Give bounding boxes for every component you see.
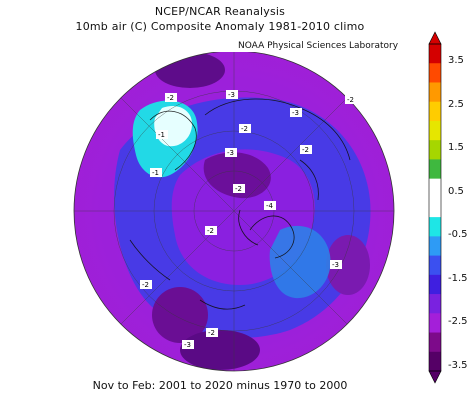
colorbar-segment	[429, 44, 441, 64]
map-label: -3	[228, 91, 235, 99]
colorbar-segment	[429, 313, 441, 334]
map-label: -2	[302, 146, 309, 154]
colorbar-segment	[429, 351, 441, 372]
map-label: -2	[347, 96, 354, 104]
colorbar-segment	[429, 82, 441, 103]
credit-logo-box	[213, 40, 235, 51]
colorbar-segment	[429, 255, 441, 276]
map-label: -2	[235, 185, 242, 193]
colorbar-segment	[429, 140, 441, 160]
colorbar	[428, 31, 442, 384]
map-label: -3	[227, 149, 234, 157]
map-label: -3	[292, 109, 299, 117]
map-label: -3	[184, 341, 191, 349]
map-label: -1	[152, 169, 159, 177]
map-label: -2	[208, 329, 215, 337]
colorbar-tick-label: 3.5	[448, 55, 464, 66]
colorbar-segment	[429, 197, 441, 218]
colorbar-segment	[429, 178, 441, 199]
colorbar-tick-label: 2.5	[448, 98, 464, 110]
credit-text: NOAA Physical Sciences Laboratory	[238, 41, 399, 51]
map-label: -2	[167, 94, 174, 102]
colorbar-segment	[429, 63, 441, 83]
title-line-2: 10mb air (C) Composite Anomaly 1981-2010…	[75, 20, 365, 33]
colorbar-tick-label: -3.5	[448, 360, 468, 371]
map-label: -3	[332, 261, 339, 269]
colorbar-segment	[429, 217, 441, 237]
colorbar-tick-label: -1.5	[448, 272, 468, 284]
coastlines	[129, 98, 351, 310]
colorbar-segment	[429, 332, 441, 353]
colorbar-tick-label: -2.5	[448, 316, 468, 328]
colorbar-tick-label: 1.5	[448, 142, 464, 154]
map-label: -1	[158, 131, 165, 139]
anomaly-region-minus3-south	[180, 330, 260, 370]
colorbar-segment	[429, 274, 441, 295]
anomaly-region-minus3-east	[326, 235, 370, 295]
title-line-1: NCEP/NCAR Reanalysis	[154, 5, 286, 18]
credit-label: NOAA Physical Sciences Laboratory	[210, 40, 402, 52]
colorbar-tick-label: -0.5	[448, 229, 468, 241]
colorbar-segment	[429, 294, 441, 314]
colorbar-outline	[428, 43, 442, 372]
colorbar-segment	[429, 159, 441, 180]
map-label: -4	[266, 202, 274, 210]
map-label: -2	[241, 125, 248, 133]
colorbar-segment	[429, 101, 441, 122]
colorbar-tick-label: 0.5	[448, 185, 464, 197]
contour-labels: -2 -1 -3 -2 -3 -2 -2 -3 -2 -2 -4 -1 -2 -…	[140, 90, 357, 349]
anomaly-region-minus3-core	[203, 152, 271, 199]
footer-caption: Nov to Feb: 2001 to 2020 minus 1970 to 2…	[92, 379, 348, 392]
map-label: -2	[142, 281, 149, 289]
colorbar-segment	[429, 120, 441, 141]
anomaly-region-minus3-southwest	[152, 287, 208, 343]
colorbar-max-arrow	[428, 31, 442, 45]
anomaly-region-minus2-east	[269, 225, 331, 299]
colorbar-segment	[429, 236, 441, 257]
map-label: -2	[207, 227, 214, 235]
map-globe	[74, 51, 394, 371]
